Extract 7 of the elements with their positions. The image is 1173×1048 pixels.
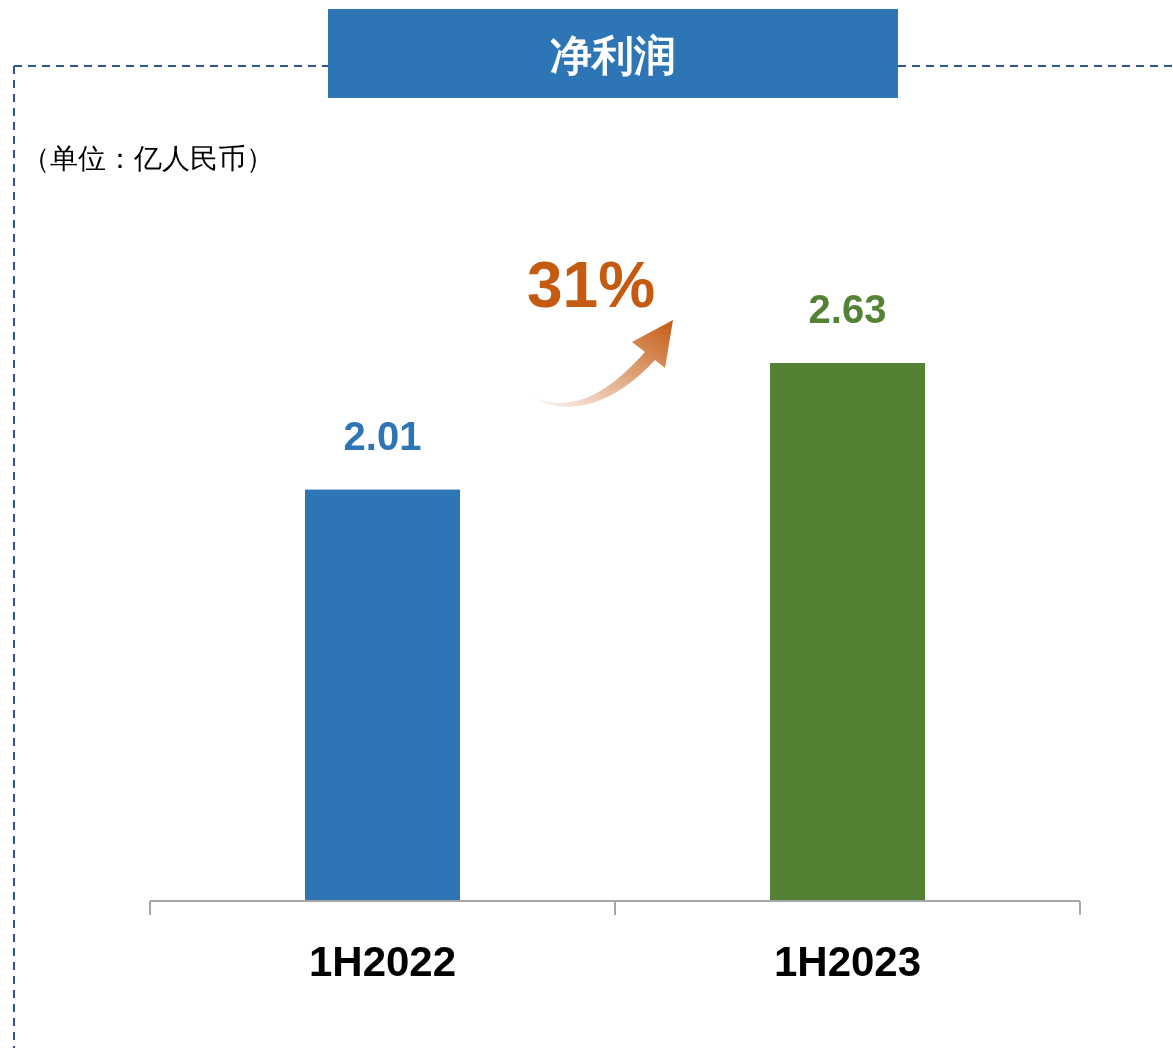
data-label: 2.01 (343, 413, 422, 458)
x-tick-label: 1H2022 (308, 938, 457, 985)
x-tick-label: 1H2023 (773, 938, 922, 985)
text: （单位：亿人民币） (22, 143, 274, 174)
chart-title: 净利润 (550, 32, 676, 79)
data-label: 2.63 (808, 287, 887, 331)
text: 31% (526, 249, 656, 321)
